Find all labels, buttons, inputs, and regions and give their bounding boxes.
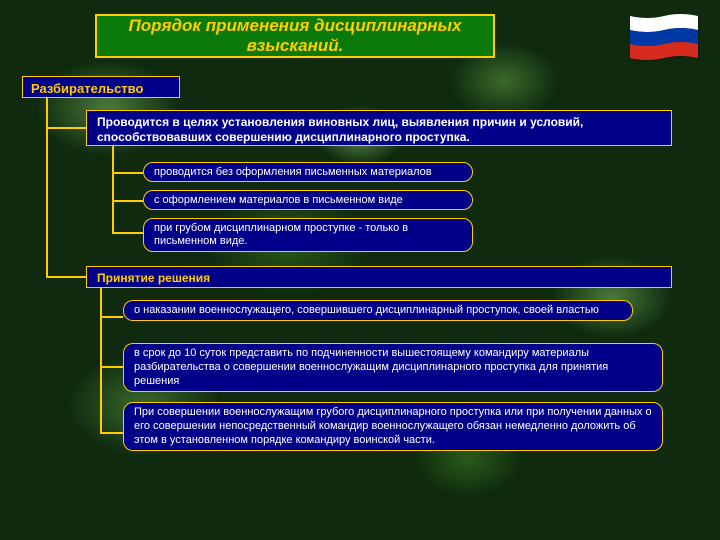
box1-text: Проводится в целях установления виновных… [97,115,583,144]
section-decision: Принятие решения [86,266,672,288]
sub3-text: при грубом дисциплинарном проступке - то… [154,222,408,247]
section1-label: Разбирательство [31,81,143,96]
connector-line [46,276,86,278]
box2b-text: в срок до 10 суток представить по подчин… [134,347,608,387]
connector-line [112,146,114,234]
sub-gross: при грубом дисциплинарном проступке - то… [143,218,473,252]
sub-no-written: проводится без оформления письменных мат… [143,162,473,182]
decision-own-authority: о наказании военнослужащего, совершившег… [123,300,633,321]
sub2-text: с оформлением материалов в письменном ви… [154,194,403,206]
investigation-purpose: Проводится в целях установления виновных… [86,110,672,146]
connector-line [100,366,123,368]
connector-line [46,127,86,129]
sub-written: с оформлением материалов в письменном ви… [143,190,473,210]
connector-line [100,288,102,434]
connector-line [46,98,48,278]
russian-flag [628,14,700,62]
title-text: Порядок применения дисциплинарных взыска… [107,16,483,55]
connector-line [100,432,123,434]
box2c-text: При совершении военнослужащим грубого ди… [134,406,652,446]
section-investigation: Разбирательство [22,76,180,98]
sub1-text: проводится без оформления письменных мат… [154,166,432,178]
decision-gross-report: При совершении военнослужащим грубого ди… [123,402,663,451]
section2-label: Принятие решения [97,271,210,285]
connector-line [112,232,143,234]
connector-line [112,200,143,202]
page-title: Порядок применения дисциплинарных взыска… [95,14,495,58]
decision-escalate: в срок до 10 суток представить по подчин… [123,343,663,392]
box2a-text: о наказании военнослужащего, совершившег… [134,304,599,316]
connector-line [112,172,143,174]
connector-line [100,316,123,318]
